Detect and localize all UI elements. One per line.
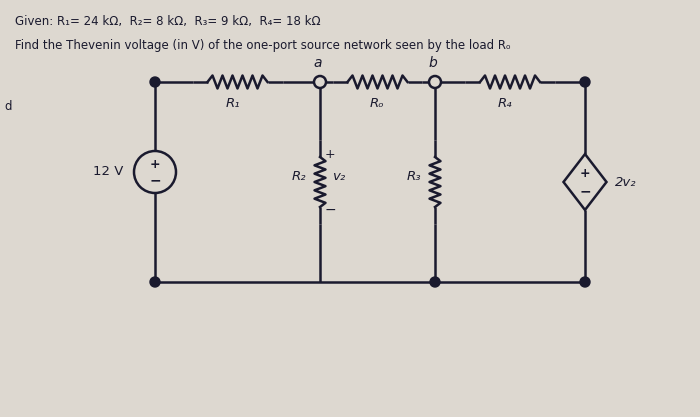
Text: −: − [579, 184, 591, 198]
Circle shape [580, 277, 590, 287]
Text: 12 V: 12 V [92, 166, 123, 178]
Text: Find the Thevenin voltage (in V) of the one-port source network seen by the load: Find the Thevenin voltage (in V) of the … [15, 38, 511, 52]
Text: b: b [428, 56, 438, 70]
Text: +: + [580, 168, 590, 181]
Circle shape [150, 77, 160, 87]
Text: R₁: R₁ [225, 97, 240, 110]
Text: −: − [324, 203, 336, 217]
Text: d: d [4, 100, 11, 113]
Text: 2v₂: 2v₂ [615, 176, 636, 188]
Text: v₂: v₂ [332, 171, 345, 183]
Circle shape [150, 277, 160, 287]
Circle shape [429, 76, 441, 88]
Circle shape [314, 76, 326, 88]
Text: Given: R₁= 24 kΩ,  R₂= 8 kΩ,  R₃= 9 kΩ,  R₄= 18 kΩ: Given: R₁= 24 kΩ, R₂= 8 kΩ, R₃= 9 kΩ, R₄… [15, 15, 321, 28]
Circle shape [580, 77, 590, 87]
Text: R₃: R₃ [407, 171, 421, 183]
Text: Rₒ: Rₒ [370, 97, 385, 110]
Circle shape [430, 277, 440, 287]
Text: +: + [325, 148, 335, 161]
Text: +: + [150, 158, 160, 171]
Text: −: − [149, 173, 161, 188]
Text: a: a [314, 56, 322, 70]
Text: R₂: R₂ [291, 171, 306, 183]
Text: R₄: R₄ [498, 97, 512, 110]
